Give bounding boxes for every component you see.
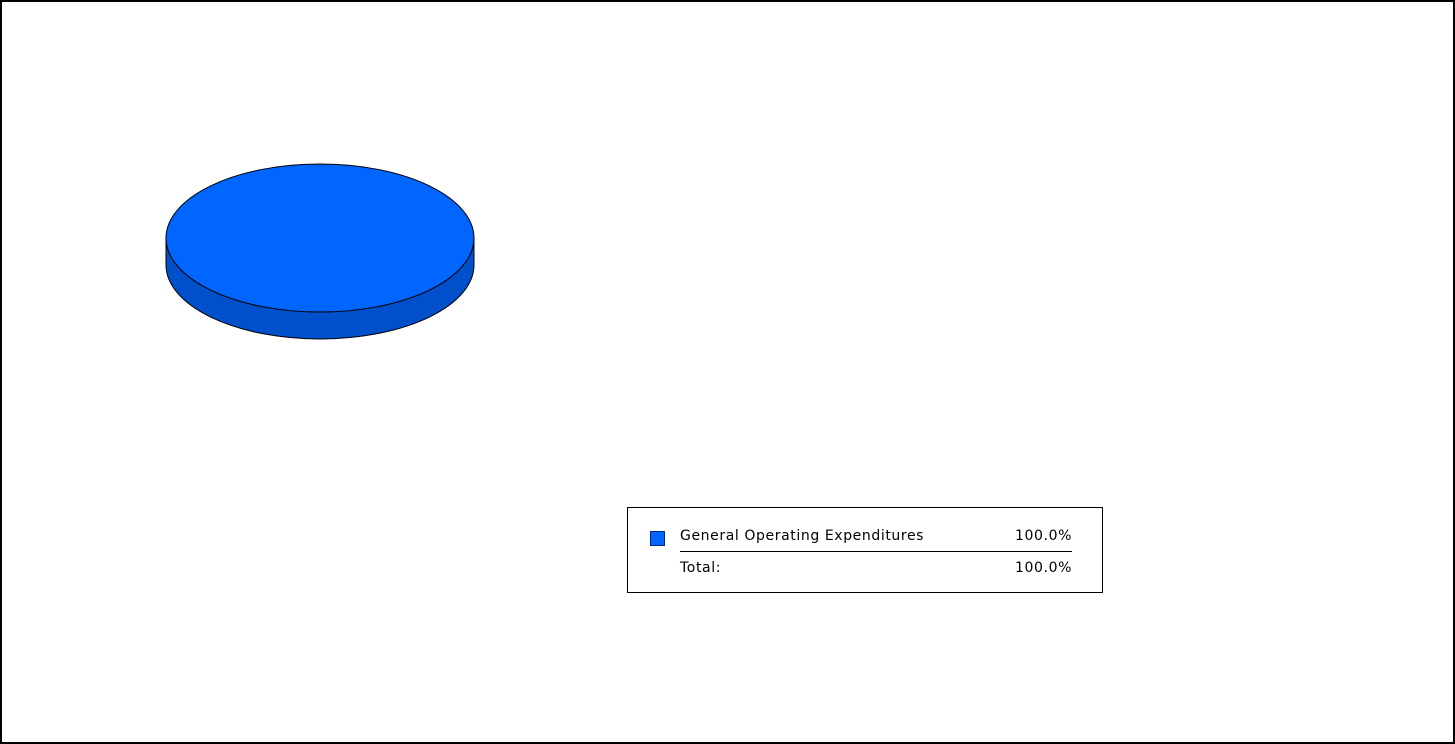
legend-divider [680, 551, 1072, 552]
legend-total-percent: 100.0% [1015, 560, 1072, 576]
legend: General Operating Expenditures 100.0% To… [627, 507, 1103, 593]
pie-chart [165, 163, 475, 340]
legend-label: General Operating Expenditures [680, 528, 925, 544]
pie-slice-0 [165, 163, 475, 313]
legend-percent: 100.0% [1015, 528, 1072, 544]
legend-total-label: Total: [680, 560, 722, 576]
legend-swatch [650, 531, 665, 546]
